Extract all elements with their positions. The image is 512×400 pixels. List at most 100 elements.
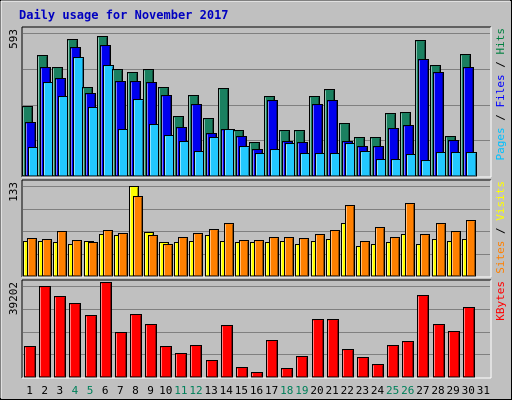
bar-requests-pages-8 xyxy=(133,99,144,177)
panel-kbytes: 39202 KBytes xyxy=(7,279,507,379)
bar-kbytes-kbytes-19 xyxy=(296,356,308,378)
bar-kbytes-kbytes-13 xyxy=(206,360,218,378)
bar-visitors-sites-27 xyxy=(420,234,430,277)
bar-kbytes-kbytes-21 xyxy=(327,319,339,378)
x-tick-label: 13 xyxy=(204,384,217,397)
x-tick-label: 26 xyxy=(401,384,414,397)
bar-kbytes-kbytes-18 xyxy=(281,368,293,378)
bar-kbytes-kbytes-25 xyxy=(387,345,399,378)
x-tick-label: 30 xyxy=(462,384,475,397)
x-tick-label: 27 xyxy=(416,384,429,397)
legend-entry: Hits xyxy=(494,28,507,55)
chart-panels: 593 Pages / Files / Hits 133 Sites / Visits… xyxy=(7,26,507,379)
x-tick-label: 24 xyxy=(371,384,385,397)
x-tick-label: 6 xyxy=(102,384,109,397)
bar-visitors-sites-24 xyxy=(375,227,385,277)
bar-visitors-sites-16 xyxy=(254,240,264,277)
bar-visitors-sites-23 xyxy=(360,241,370,277)
bar-kbytes-kbytes-3 xyxy=(54,296,66,378)
bar-kbytes-kbytes-14 xyxy=(221,325,233,378)
bar-kbytes-kbytes-15 xyxy=(236,367,248,378)
bar-kbytes-kbytes-11 xyxy=(175,353,187,378)
bar-kbytes-kbytes-30 xyxy=(463,307,475,378)
legend-entry: Pages xyxy=(494,127,507,160)
bar-visitors-sites-28 xyxy=(436,223,446,277)
bar-visitors-sites-4 xyxy=(72,240,82,277)
bar-visitors-sites-25 xyxy=(390,237,400,277)
x-tick-label: 25 xyxy=(386,384,399,397)
bar-visitors-sites-3 xyxy=(57,231,67,277)
y-max-label-visitors: 133 xyxy=(7,182,20,202)
y-max-label-kbytes: 39202 xyxy=(7,282,20,315)
bar-kbytes-kbytes-7 xyxy=(115,332,127,378)
x-tick-label: 4 xyxy=(72,384,79,397)
x-tick-label: 8 xyxy=(132,384,139,397)
x-tick-label: 16 xyxy=(250,384,263,397)
bar-requests-files-27 xyxy=(418,59,429,177)
bar-kbytes-kbytes-27 xyxy=(417,295,429,378)
bar-visitors-sites-1 xyxy=(27,238,37,277)
bar-visitors-sites-22 xyxy=(345,205,355,277)
legend-entry: Visits xyxy=(494,181,507,221)
bar-kbytes-kbytes-12 xyxy=(190,345,202,378)
bar-visitors-sites-10 xyxy=(163,244,173,277)
y-max-label-requests: 593 xyxy=(7,29,20,49)
bar-kbytes-kbytes-24 xyxy=(372,364,384,378)
bar-visitors-sites-6 xyxy=(103,230,113,277)
bar-requests-pages-23 xyxy=(360,151,371,177)
bar-kbytes-kbytes-9 xyxy=(145,324,157,378)
legend-entry: Files xyxy=(494,74,507,107)
chart-title: Daily usage for November 2017 xyxy=(19,8,229,22)
bar-visitors-sites-21 xyxy=(330,230,340,277)
bar-visitors-sites-14 xyxy=(224,223,234,277)
bar-kbytes-kbytes-8 xyxy=(130,314,142,378)
x-tick-label: 1 xyxy=(26,384,33,397)
x-tick-label: 31 xyxy=(477,384,490,397)
bar-kbytes-kbytes-20 xyxy=(312,319,324,378)
x-tick-label: 23 xyxy=(356,384,369,397)
bar-visitors-sites-26 xyxy=(405,203,415,277)
bar-kbytes-kbytes-26 xyxy=(402,341,414,378)
x-tick-label: 17 xyxy=(265,384,278,397)
bar-visitors-sites-29 xyxy=(451,231,461,277)
x-tick-label: 9 xyxy=(147,384,154,397)
bar-kbytes-kbytes-29 xyxy=(448,331,460,378)
bar-requests-pages-30 xyxy=(466,152,477,177)
x-tick-label: 12 xyxy=(189,384,202,397)
bar-kbytes-kbytes-5 xyxy=(85,315,97,378)
x-tick-label: 14 xyxy=(220,384,234,397)
bar-visitors-sites-30 xyxy=(466,220,476,277)
bar-visitors-sites-20 xyxy=(315,234,325,277)
x-tick-label: 18 xyxy=(280,384,293,397)
bar-kbytes-kbytes-23 xyxy=(357,357,369,378)
bar-visitors-sites-9 xyxy=(148,235,158,277)
x-tick-label: 7 xyxy=(117,384,124,397)
x-tick-label: 29 xyxy=(447,384,460,397)
bar-visitors-sites-8 xyxy=(133,196,143,277)
x-tick-label: 22 xyxy=(341,384,354,397)
bar-visitors-sites-15 xyxy=(239,240,249,277)
x-tick-label: 21 xyxy=(326,384,339,397)
bar-visitors-sites-12 xyxy=(193,233,203,277)
bar-visitors-sites-18 xyxy=(284,237,294,277)
x-tick-label: 15 xyxy=(235,384,248,397)
x-tick-label: 10 xyxy=(159,384,172,397)
x-tick-label: 2 xyxy=(41,384,48,397)
bar-kbytes-kbytes-28 xyxy=(433,324,445,378)
x-tick-label: 11 xyxy=(174,384,187,397)
bar-kbytes-kbytes-1 xyxy=(24,346,36,378)
x-tick-label: 20 xyxy=(310,384,323,397)
bar-requests-pages-15 xyxy=(239,146,250,177)
legend-entry: / xyxy=(494,221,507,241)
bar-kbytes-kbytes-10 xyxy=(160,346,172,378)
bar-visitors-sites-7 xyxy=(118,233,128,277)
legend-requests: Pages / Files / Hits xyxy=(494,28,507,161)
bar-visitors-sites-5 xyxy=(88,242,98,277)
bar-kbytes-kbytes-17 xyxy=(266,340,278,378)
bar-kbytes-kbytes-4 xyxy=(69,303,81,378)
bar-visitors-sites-17 xyxy=(269,237,279,277)
bar-visitors-sites-19 xyxy=(299,238,309,277)
x-tick-label: 28 xyxy=(431,384,444,397)
panel-visitors: 133 Sites / Visits xyxy=(7,179,507,278)
